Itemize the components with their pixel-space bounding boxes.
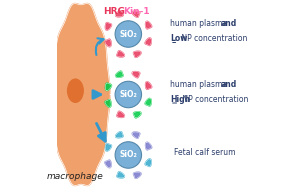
Polygon shape (146, 142, 152, 150)
Polygon shape (105, 22, 111, 30)
Polygon shape (133, 112, 141, 118)
Circle shape (115, 81, 142, 108)
Polygon shape (52, 4, 110, 185)
Polygon shape (105, 100, 111, 107)
Text: and: and (221, 80, 237, 89)
Polygon shape (133, 172, 141, 178)
Text: Low: Low (170, 34, 187, 43)
Circle shape (115, 21, 142, 47)
Polygon shape (145, 98, 151, 106)
Polygon shape (105, 39, 111, 47)
Polygon shape (117, 111, 124, 117)
Text: NP concentration: NP concentration (180, 95, 248, 104)
Polygon shape (116, 11, 123, 17)
Polygon shape (116, 71, 123, 77)
Polygon shape (105, 83, 111, 91)
Polygon shape (132, 132, 140, 138)
Text: SiO₂: SiO₂ (119, 29, 137, 39)
Polygon shape (146, 82, 152, 89)
Polygon shape (105, 160, 111, 168)
Text: High: High (170, 95, 190, 104)
Text: Fetal calf serum: Fetal calf serum (174, 148, 235, 157)
Text: NP concentration: NP concentration (179, 34, 247, 43)
Polygon shape (116, 132, 123, 138)
Polygon shape (132, 11, 140, 17)
Text: HRG: HRG (103, 7, 125, 16)
Text: SiO₂: SiO₂ (119, 90, 137, 99)
Circle shape (115, 142, 142, 168)
Polygon shape (145, 159, 151, 167)
Text: Kin-1: Kin-1 (124, 7, 150, 16)
Polygon shape (145, 38, 151, 46)
Polygon shape (146, 21, 152, 29)
Text: human plasma: human plasma (170, 80, 230, 89)
Ellipse shape (67, 78, 84, 103)
Polygon shape (117, 172, 124, 178)
Polygon shape (132, 72, 140, 78)
Polygon shape (117, 51, 124, 57)
Text: and: and (221, 19, 237, 28)
Text: macrophage: macrophage (47, 172, 104, 181)
Text: human plasma: human plasma (170, 19, 230, 28)
Polygon shape (105, 143, 111, 151)
Text: SiO₂: SiO₂ (119, 150, 137, 160)
Polygon shape (133, 51, 141, 57)
